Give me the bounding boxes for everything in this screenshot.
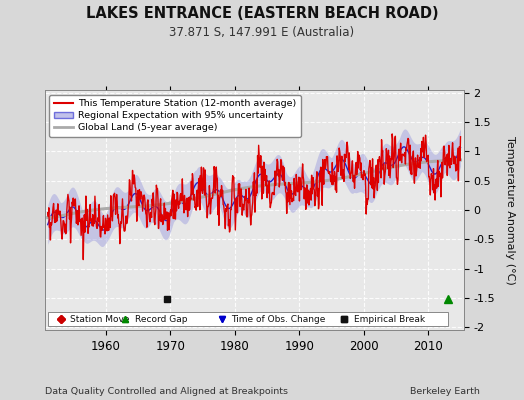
FancyBboxPatch shape — [48, 312, 447, 326]
Y-axis label: Temperature Anomaly (°C): Temperature Anomaly (°C) — [505, 136, 515, 284]
Text: Station Move: Station Move — [70, 315, 130, 324]
Text: Time of Obs. Change: Time of Obs. Change — [232, 315, 326, 324]
Text: Data Quality Controlled and Aligned at Breakpoints: Data Quality Controlled and Aligned at B… — [45, 387, 288, 396]
Text: Empirical Break: Empirical Break — [354, 315, 425, 324]
Text: Empirical Break: Empirical Break — [354, 315, 425, 324]
Legend: This Temperature Station (12-month average), Regional Expectation with 95% uncer: This Temperature Station (12-month avera… — [49, 95, 301, 137]
Text: Record Gap: Record Gap — [135, 315, 187, 324]
Text: Station Move: Station Move — [70, 315, 130, 324]
Text: Record Gap: Record Gap — [135, 315, 187, 324]
Text: LAKES ENTRANCE (EASTERN BEACH ROAD): LAKES ENTRANCE (EASTERN BEACH ROAD) — [86, 6, 438, 21]
Text: Berkeley Earth: Berkeley Earth — [410, 387, 479, 396]
Text: 37.871 S, 147.991 E (Australia): 37.871 S, 147.991 E (Australia) — [169, 26, 355, 39]
Text: Time of Obs. Change: Time of Obs. Change — [232, 315, 326, 324]
